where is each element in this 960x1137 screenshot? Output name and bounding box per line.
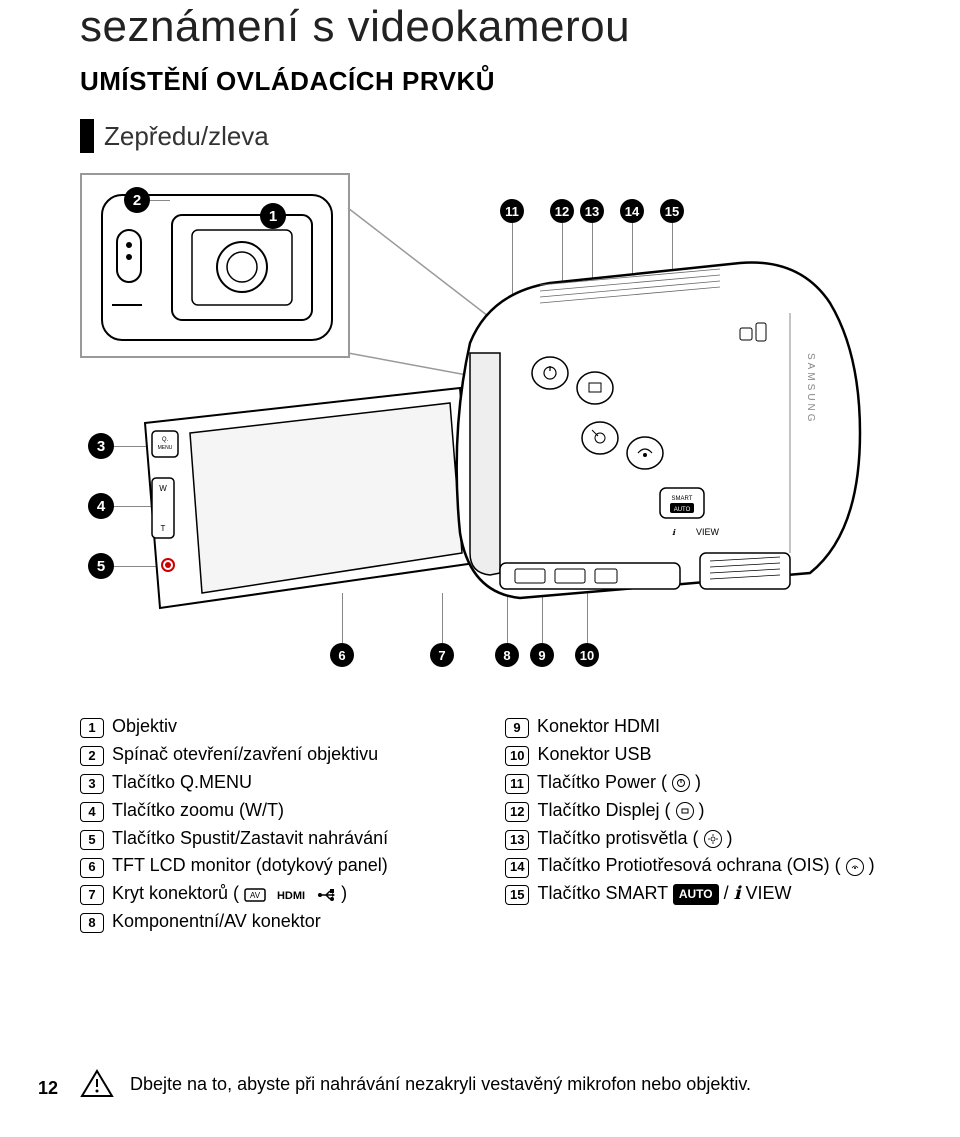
label-10: 10 [575, 643, 599, 667]
num-13: 13 [505, 830, 529, 850]
num-15: 15 [505, 885, 529, 905]
label-2: 2 [124, 187, 150, 213]
num-10: 10 [505, 746, 529, 766]
item-text: TFT LCD monitor (dotykový panel) [112, 852, 388, 880]
label-14: 14 [620, 199, 644, 223]
caution-row: Dbejte na to, abyste při nahrávání nezak… [80, 1069, 900, 1099]
num-3: 3 [80, 774, 104, 794]
lcd-panel-svg: Q. MENU W T [140, 383, 480, 613]
num-9: 9 [505, 718, 529, 738]
list-item: 2 Spínač otevření/zavření objektivu [80, 741, 475, 769]
hdmi-icon: HDMI [271, 888, 311, 902]
num-12: 12 [505, 802, 529, 822]
svg-text:MENU: MENU [158, 445, 173, 451]
list-item: 9 Konektor HDMI [505, 713, 900, 741]
item-text: Konektor USB [537, 741, 651, 769]
label-13: 13 [580, 199, 604, 223]
item-text: Tlačítko Q.MENU [112, 769, 252, 797]
list-item: 13 Tlačítko protisvětla ( ) [505, 825, 900, 853]
num-4: 4 [80, 802, 104, 822]
page-title: seznámení s videokamerou [80, 0, 900, 52]
list-right: 9 Konektor HDMI 10 Konektor USB 11 Tlačítk… [505, 713, 900, 936]
auto-badge: AUTO [673, 884, 719, 905]
svg-text:VIEW: VIEW [696, 527, 720, 537]
power-icon [672, 774, 690, 792]
lists: 1 Objektiv 2 Spínač otevření/zavření objek… [80, 713, 900, 936]
label-8: 8 [495, 643, 519, 667]
list-item: 8 Komponentní/AV konektor [80, 908, 475, 936]
label-11: 11 [500, 199, 524, 223]
label-15: 15 [660, 199, 684, 223]
display-icon [676, 802, 694, 820]
num-5: 5 [80, 830, 104, 850]
item-text: Tlačítko SMART AUTO / ℹ VIEW [537, 880, 791, 908]
svg-text:SAMSUNG: SAMSUNG [805, 353, 816, 425]
list-item: 14 Tlačítko Protiotřesová ochrana (OIS) … [505, 852, 900, 880]
label-6: 6 [330, 643, 354, 667]
num-14: 14 [505, 858, 529, 878]
av-icon: AV [244, 888, 266, 902]
item-text: Tlačítko Spustit/Zastavit nahrávání [112, 825, 388, 853]
list-item: 10 Konektor USB [505, 741, 900, 769]
subtitle: UMÍSTĚNÍ OVLÁDACÍCH PRVKŮ [80, 66, 900, 97]
list-item: 3 Tlačítko Q.MENU [80, 769, 475, 797]
list-left: 1 Objektiv 2 Spínač otevření/zavření objek… [80, 713, 475, 936]
svg-text:W: W [159, 484, 167, 493]
item-text: Tlačítko zoomu (W/T) [112, 797, 284, 825]
backlight-icon [704, 830, 722, 848]
num-6: 6 [80, 858, 104, 878]
item-text: Kryt konektorů ( AV HDMI ) [112, 880, 347, 908]
svg-text:HDMI: HDMI [277, 890, 305, 902]
inset-lens-svg [82, 175, 352, 360]
caution-text: Dbejte na to, abyste při nahrávání nezak… [130, 1074, 751, 1095]
label-1: 1 [260, 203, 286, 229]
item-text: Tlačítko protisvětla ( ) [537, 825, 732, 853]
svg-text:AUTO: AUTO [674, 507, 691, 513]
item-text: Komponentní/AV konektor [112, 908, 321, 936]
camera-body-svg: SMART AUTO ℹ VIEW SAMSUNG [440, 253, 880, 613]
label-7: 7 [430, 643, 454, 667]
page-number: 12 [38, 1078, 58, 1099]
item-text: Tlačítko Displej ( ) [537, 797, 704, 825]
qmenu-label: Q. [162, 437, 169, 443]
label-3: 3 [88, 433, 114, 459]
list-item: 4 Tlačítko zoomu (W/T) [80, 797, 475, 825]
label-4: 4 [88, 493, 114, 519]
num-7: 7 [80, 885, 104, 905]
diagram: 2 1 11 12 13 14 15 3 4 5 6 7 8 9 10 [80, 173, 900, 693]
heading-bar [80, 119, 94, 153]
item-text: Tlačítko Protiotřesová ochrana (OIS) ( ) [537, 852, 874, 880]
item-text: Objektiv [112, 713, 177, 741]
list-item: 5 Tlačítko Spustit/Zastavit nahrávání [80, 825, 475, 853]
num-2: 2 [80, 746, 104, 766]
item-text: Spínač otevření/zavření objektivu [112, 741, 378, 769]
svg-text:AV: AV [250, 891, 261, 900]
label-12: 12 [550, 199, 574, 223]
usb-icon [316, 888, 336, 902]
num-8: 8 [80, 913, 104, 933]
list-item: 12 Tlačítko Displej ( ) [505, 797, 900, 825]
caution-icon [80, 1069, 114, 1099]
section-heading: Zepředu/zleva [80, 119, 900, 153]
inset-lens-box [80, 173, 350, 358]
num-11: 11 [505, 774, 529, 794]
svg-text:T: T [161, 524, 166, 533]
svg-text:SMART: SMART [672, 496, 693, 502]
ois-icon [846, 858, 864, 876]
item-text: Tlačítko Power ( ) [537, 769, 701, 797]
list-item: 6 TFT LCD monitor (dotykový panel) [80, 852, 475, 880]
list-item: 1 Objektiv [80, 713, 475, 741]
list-item: 11 Tlačítko Power ( ) [505, 769, 900, 797]
label-5: 5 [88, 553, 114, 579]
info-i-icon: ℹ [734, 883, 741, 903]
num-1: 1 [80, 718, 104, 738]
list-item: 15 Tlačítko SMART AUTO / ℹ VIEW [505, 880, 900, 908]
label-9: 9 [530, 643, 554, 667]
list-item: 7 Kryt konektorů ( AV HDMI ) [80, 880, 475, 908]
heading-text: Zepředu/zleva [104, 121, 269, 152]
item-text: Konektor HDMI [537, 713, 660, 741]
